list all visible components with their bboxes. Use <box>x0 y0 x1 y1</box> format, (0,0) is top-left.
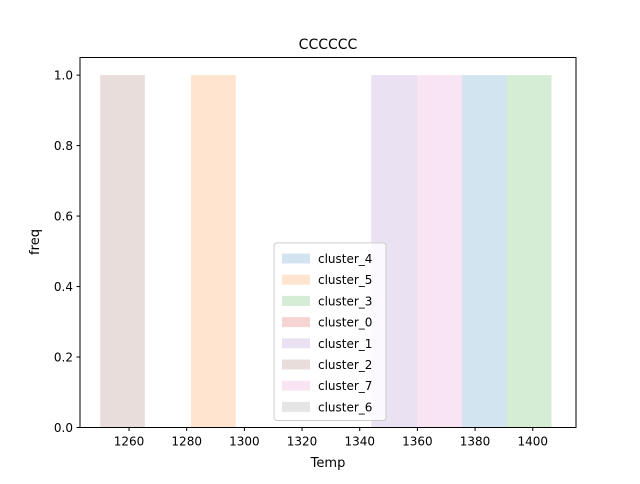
y-axis-ticks: 0.0 0.2 0.4 0.6 0.8 1.0 <box>54 69 80 435</box>
legend-label-cluster_6: cluster_6 <box>318 400 372 414</box>
bar-cluster_5 <box>191 75 236 428</box>
legend-label-cluster_3: cluster_3 <box>318 294 372 308</box>
legend-label-cluster_2: cluster_2 <box>318 358 372 372</box>
y-tick-label: 0.2 <box>54 351 73 365</box>
x-tick-label: 1300 <box>229 435 260 449</box>
x-tick-label: 1400 <box>517 435 548 449</box>
legend-swatch-cluster_3 <box>282 295 310 306</box>
legend-box <box>273 242 387 421</box>
x-axis-ticks: 1260 1280 1300 1320 1340 1360 1380 1400 <box>114 427 548 449</box>
legend-swatch-cluster_1 <box>282 338 310 349</box>
y-tick-label: 0.4 <box>54 280 73 294</box>
legend-label-cluster_7: cluster_7 <box>318 379 372 393</box>
legend-label-cluster_0: cluster_0 <box>318 316 372 330</box>
x-tick-label: 1380 <box>460 435 491 449</box>
y-tick-label: 1.0 <box>54 69 73 83</box>
legend-swatch-cluster_4 <box>282 253 310 264</box>
x-tick-label: 1260 <box>114 435 145 449</box>
y-axis-label: freq <box>28 229 43 255</box>
legend-label-cluster_5: cluster_5 <box>318 273 372 287</box>
legend: cluster_4 cluster_5 cluster_3 cluster_0clus… <box>273 242 387 421</box>
x-tick-label: 1280 <box>171 435 202 449</box>
bars-layer <box>100 75 552 428</box>
legend-label-cluster_4: cluster_4 <box>318 252 372 266</box>
y-tick-label: 0.8 <box>54 139 73 153</box>
bar-cluster_7 <box>417 75 463 428</box>
axes-frame <box>79 57 577 428</box>
legend-swatch-cluster_6 <box>282 401 310 412</box>
x-tick-label: 1360 <box>402 435 433 449</box>
bar-cluster_3 <box>506 75 552 428</box>
legend-label-cluster_1: cluster_1 <box>318 337 372 351</box>
bar-cluster_2 <box>100 75 145 428</box>
legend-swatch-cluster_0 <box>282 317 310 328</box>
legend-swatch-cluster_7 <box>282 380 310 391</box>
x-tick-label: 1320 <box>287 435 318 449</box>
legend-swatch-cluster_5 <box>282 274 310 285</box>
bar-cluster_4 <box>462 75 507 428</box>
y-tick-label: 0.0 <box>54 421 73 435</box>
x-axis-label: Temp <box>310 456 346 471</box>
y-tick-label: 0.6 <box>54 210 73 224</box>
legend-swatch-cluster_2 <box>282 359 310 370</box>
x-tick-label: 1340 <box>344 435 375 449</box>
chart-title: CCCCCC <box>299 37 358 53</box>
